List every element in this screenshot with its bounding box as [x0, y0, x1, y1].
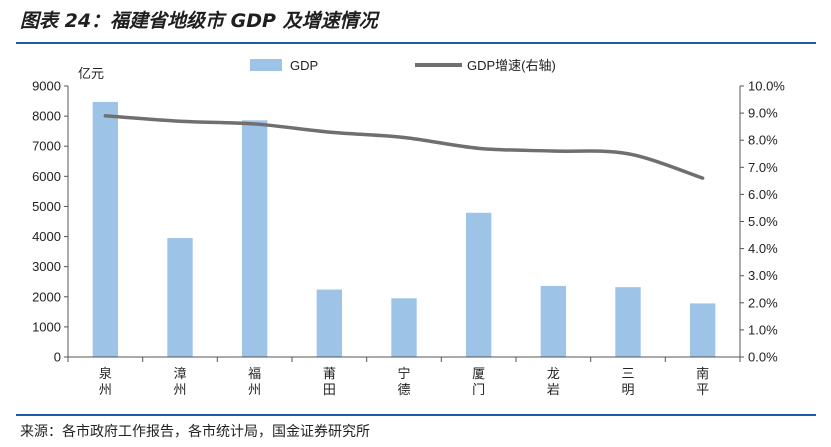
x-category-label: 德 — [397, 382, 410, 397]
y-axis-unit-label: 亿元 — [78, 66, 104, 81]
right-tick-label: 10.0% — [748, 79, 785, 94]
gdp-bar — [465, 212, 492, 357]
x-category-label: 三 — [621, 366, 634, 381]
left-tick-label: 4000 — [32, 229, 61, 244]
right-axis-ticks: 0.0% 1.0% 2.0% 3.0% 4.0% 5.0% 6.0% 7.0% 8.0% 9.0%… — [740, 79, 785, 365]
title-divider — [16, 42, 816, 44]
source-note: 来源：各市政府工作报告，各市统计局，国金证券研究所 — [20, 424, 370, 440]
chart-axes — [67, 86, 741, 362]
gdp-bar — [689, 303, 716, 357]
gdp-bar — [316, 289, 343, 357]
right-tick-label: 8.0% — [748, 133, 778, 148]
x-category-label: 州 — [99, 382, 112, 397]
right-tick-label: 4.0% — [748, 241, 778, 256]
legend-gdp-swatch — [250, 59, 282, 71]
x-category-label: 田 — [323, 382, 336, 397]
right-tick-label: 3.0% — [748, 268, 778, 283]
right-tick-label: 0.0% — [748, 350, 778, 365]
x-category-label: 明 — [621, 382, 634, 397]
left-axis-ticks: 0 1000 2000 3000 4000 5000 6000 7000 8000 9000 — [32, 79, 68, 365]
x-category-label: 莆 — [323, 366, 336, 381]
x-category-label: 漳 — [173, 366, 186, 381]
x-category-label: 龙 — [547, 366, 560, 381]
right-tick-label: 7.0% — [748, 160, 778, 175]
x-category-label: 平 — [696, 382, 709, 397]
gdp-bar — [540, 285, 567, 357]
x-category-label: 州 — [173, 382, 186, 397]
x-category-label: 福 — [248, 366, 261, 381]
left-tick-label: 3000 — [32, 259, 61, 274]
gdp-bar — [241, 120, 268, 358]
growth-line — [103, 114, 705, 180]
x-category-label: 门 — [472, 382, 485, 397]
right-tick-label: 2.0% — [748, 295, 778, 310]
gdp-bar — [167, 238, 193, 357]
chart-legend: GDP GDP增速(右轴) — [250, 58, 556, 73]
legend-gdp-label: GDP — [290, 58, 318, 73]
gdp-bar — [615, 287, 641, 357]
left-tick-label: 8000 — [32, 109, 61, 124]
gdp-bars — [92, 101, 716, 358]
left-tick-label: 7000 — [32, 139, 61, 154]
left-tick-label: 9000 — [32, 79, 61, 94]
right-tick-label: 5.0% — [748, 214, 778, 229]
x-category-label: 泉 — [99, 366, 112, 381]
x-category-label: 宁 — [397, 366, 410, 381]
x-category-label: 厦 — [472, 366, 485, 381]
left-tick-label: 5000 — [32, 199, 61, 214]
left-tick-label: 0 — [54, 350, 61, 365]
right-tick-label: 6.0% — [748, 187, 778, 202]
x-category-label: 州 — [248, 382, 261, 397]
growth-line-layer — [103, 114, 705, 180]
legend-growth-label: GDP增速(右轴) — [467, 58, 556, 73]
right-tick-label: 1.0% — [748, 322, 778, 337]
left-tick-label: 6000 — [32, 169, 61, 184]
footer-divider — [16, 414, 816, 416]
left-tick-label: 2000 — [32, 289, 61, 304]
right-tick-label: 9.0% — [748, 106, 778, 121]
x-category-label: 岩 — [547, 382, 560, 397]
left-tick-label: 1000 — [32, 319, 61, 334]
gdp-bar — [92, 101, 119, 357]
x-category-label: 南 — [696, 366, 709, 381]
chart-title: 图表 24：福建省地级市 GDP 及增速情况 — [20, 10, 378, 32]
gdp-bar — [391, 298, 417, 357]
